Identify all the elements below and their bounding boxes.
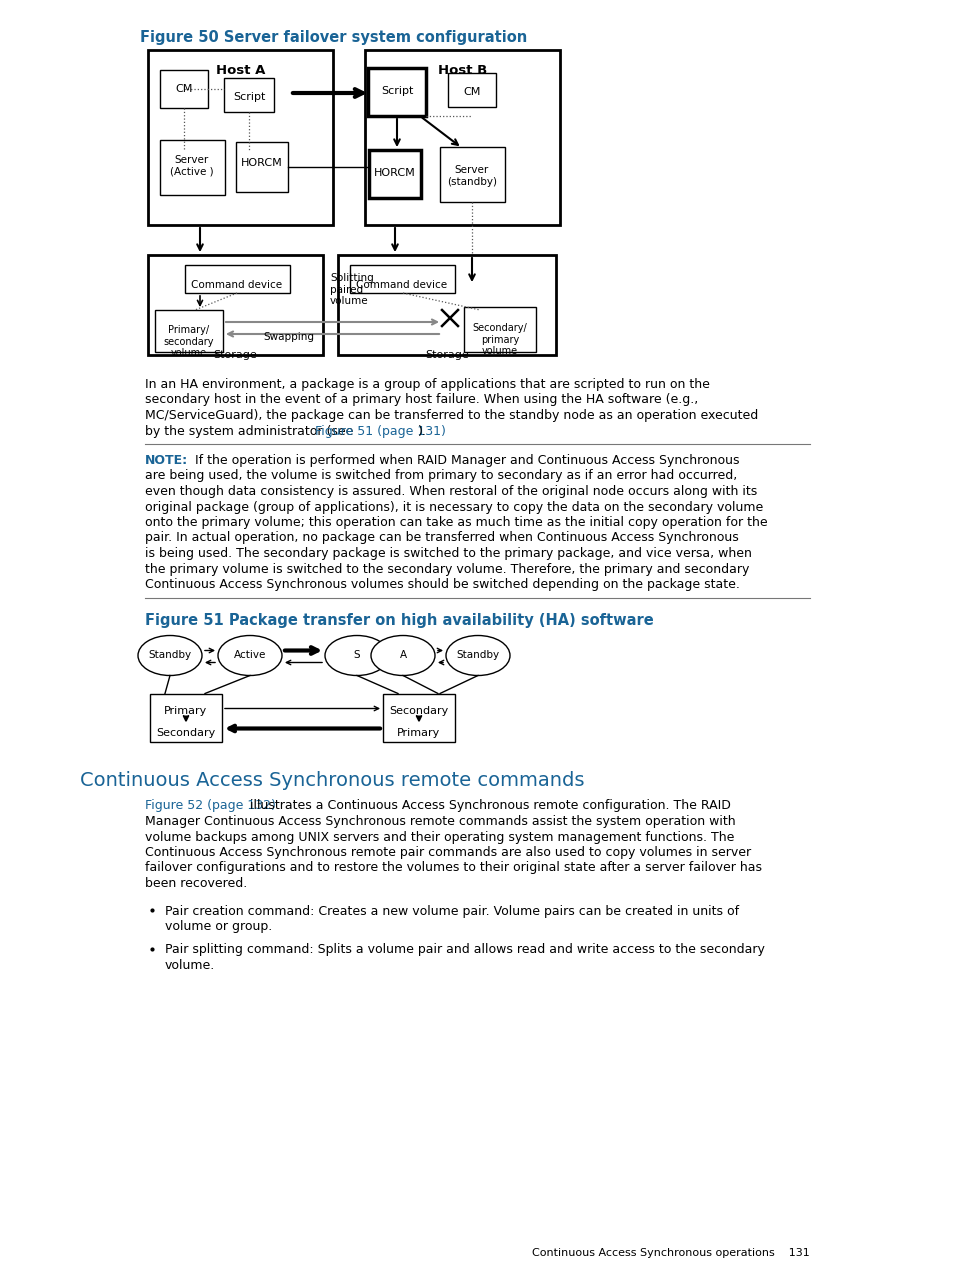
Text: the primary volume is switched to the secondary volume. Therefore, the primary a: the primary volume is switched to the se… [145,563,749,576]
Bar [150,694,222,741]
Text: Swapping: Swapping [263,332,314,342]
Text: Pair splitting command: Splits a volume pair and allows read and write access to: Pair splitting command: Splits a volume … [165,943,764,957]
Ellipse shape [446,636,510,675]
Text: Script: Script [380,86,413,97]
Text: pair. In actual operation, no package can be transferred when Continuous Access : pair. In actual operation, no package ca… [145,531,738,544]
Text: Continuous Access Synchronous remote pair commands are also used to copy volumes: Continuous Access Synchronous remote pai… [145,846,750,859]
Ellipse shape [218,636,282,675]
Ellipse shape [371,636,435,675]
Ellipse shape [138,636,202,675]
Bar [368,69,426,116]
Bar [160,70,208,108]
Text: HORCM: HORCM [374,168,416,178]
Ellipse shape [325,636,389,675]
Bar [463,308,536,352]
Bar [337,255,556,355]
Bar [185,264,290,294]
Text: Primary/
secondary
volume: Primary/ secondary volume [164,325,214,358]
Text: MC/ServiceGuard), the package can be transferred to the standby node as an opera: MC/ServiceGuard), the package can be tra… [145,409,758,422]
Bar [365,50,559,225]
Text: Continuous Access Synchronous operations    131: Continuous Access Synchronous operations… [532,1248,809,1258]
Text: Figure 51 (page 131): Figure 51 (page 131) [314,425,445,437]
Text: Primary: Primary [164,705,208,716]
Text: is being used. The secondary package is switched to the primary package, and vic: is being used. The secondary package is … [145,547,751,561]
Text: S: S [354,651,360,661]
Text: Continuous Access Synchronous remote commands: Continuous Access Synchronous remote com… [80,771,584,791]
Text: Script: Script [233,92,265,102]
Text: Secondary: Secondary [389,705,448,716]
Text: Command device: Command device [356,280,447,290]
Bar [235,142,288,192]
Bar [439,147,504,202]
Text: HORCM: HORCM [241,158,283,168]
Text: been recovered.: been recovered. [145,877,247,890]
Text: Figure 50 Server failover system configuration: Figure 50 Server failover system configu… [140,31,527,44]
Text: Standby: Standby [456,651,499,661]
Bar [448,72,496,107]
Text: illustrates a Continuous Access Synchronous remote configuration. The RAID: illustrates a Continuous Access Synchron… [246,799,730,812]
Text: Storage: Storage [425,350,468,360]
Text: NOTE:: NOTE: [145,454,188,466]
Text: A: A [399,651,406,661]
Text: Storage: Storage [213,350,256,360]
Text: Server
(standby): Server (standby) [447,165,497,187]
Text: Command device: Command device [192,280,282,290]
Text: are being used, the volume is switched from primary to secondary as if an error : are being used, the volume is switched f… [145,469,737,483]
Text: Figure 52 (page 132): Figure 52 (page 132) [145,799,275,812]
Text: by the system administrator (see: by the system administrator (see [145,425,357,437]
Text: secondary host in the event of a primary host failure. When using the HA softwar: secondary host in the event of a primary… [145,394,698,407]
Bar [160,140,225,194]
Text: Secondary/
primary
volume: Secondary/ primary volume [472,323,527,356]
Text: failover configurations and to restore the volumes to their original state after: failover configurations and to restore t… [145,862,761,874]
Text: Manager Continuous Access Synchronous remote commands assist the system operatio: Manager Continuous Access Synchronous re… [145,815,735,827]
Text: Standby: Standby [149,651,192,661]
Text: Host A: Host A [215,64,265,78]
Bar [350,264,455,294]
Text: volume.: volume. [165,960,215,972]
Text: Active: Active [233,651,266,661]
Bar [148,50,333,225]
Text: If the operation is performed when RAID Manager and Continuous Access Synchronou: If the operation is performed when RAID … [194,454,739,466]
Bar [382,694,455,741]
Text: CM: CM [463,86,480,97]
Text: volume or group.: volume or group. [165,920,272,933]
Text: Host B: Host B [437,64,487,78]
Text: Primary: Primary [397,728,440,738]
Text: In an HA environment, a package is a group of applications that are scripted to : In an HA environment, a package is a gro… [145,377,709,391]
Text: CM: CM [175,84,193,94]
Bar [224,78,274,112]
Bar [148,255,323,355]
Text: onto the primary volume; this operation can take as much time as the initial cop: onto the primary volume; this operation … [145,516,767,529]
Text: Continuous Access Synchronous volumes should be switched depending on the packag: Continuous Access Synchronous volumes sh… [145,578,740,591]
Text: original package (group of applications), it is necessary to copy the data on th: original package (group of applications)… [145,501,762,513]
Text: ).: ). [417,425,426,437]
Text: volume backups among UNIX servers and their operating system management function: volume backups among UNIX servers and th… [145,830,734,844]
Text: Figure 51 Package transfer on high availability (HA) software: Figure 51 Package transfer on high avail… [145,614,653,628]
Text: Splitting
paired
volume: Splitting paired volume [330,273,374,306]
Text: even though data consistency is assured. When restoral of the original node occu: even though data consistency is assured.… [145,486,757,498]
Text: Server
(Active ): Server (Active ) [170,155,213,177]
Bar [369,150,420,198]
Text: Pair creation command: Creates a new volume pair. Volume pairs can be created in: Pair creation command: Creates a new vol… [165,905,739,918]
Bar [154,310,223,352]
Text: Secondary: Secondary [156,728,215,738]
